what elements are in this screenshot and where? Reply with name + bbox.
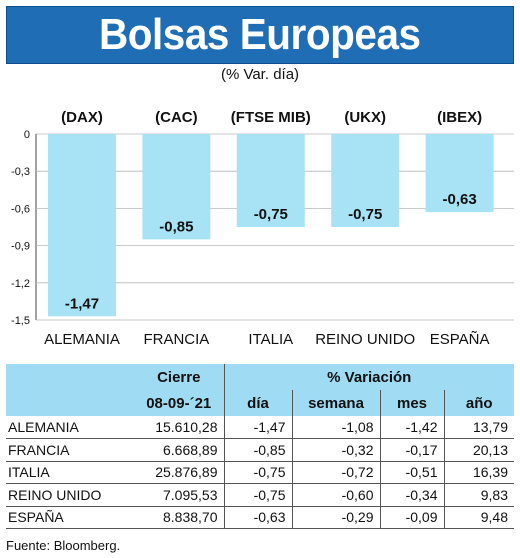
- row-ano: 20,13: [443, 438, 514, 462]
- row-dia: -0,75: [223, 483, 292, 507]
- chart-subtitle: (% Var. día): [220, 66, 300, 83]
- row-name: FRANCIA: [6, 438, 134, 462]
- row-ano: 9,48: [443, 506, 514, 529]
- bar: [236, 134, 305, 227]
- bar-value-label: -0,75: [254, 206, 288, 223]
- labels-layer: -1,47 (DAX) ALEMANIA -0,85 (CAC) FRANCIA -0,75…: [44, 109, 489, 348]
- index-label: (IBEX): [437, 109, 482, 126]
- row-mes: -1,42: [379, 416, 444, 439]
- row-ano: 16,39: [443, 461, 514, 484]
- row-semana: -0,29: [291, 506, 380, 529]
- row-cierre: 15.610,28: [134, 416, 224, 439]
- category-label: REINO UNIDO: [315, 331, 415, 348]
- bar-value-label: -1,47: [65, 295, 99, 312]
- bar: [142, 134, 211, 240]
- y-tick-label: -0,9: [11, 241, 30, 253]
- header-ano: año: [443, 390, 514, 416]
- row-dia: -1,47: [223, 416, 292, 439]
- category-label: ALEMANIA: [44, 331, 120, 348]
- row-name: ALEMANIA: [6, 416, 134, 439]
- table-corner: [6, 364, 134, 390]
- bar: [425, 134, 494, 213]
- data-table: Cierre % Variación 08-09-´21 día semana …: [6, 364, 514, 529]
- row-semana: -0,32: [291, 438, 380, 462]
- row-ano: 13,79: [443, 416, 514, 439]
- y-tick-label: -1,5: [11, 315, 30, 327]
- row-dia: -0,75: [223, 461, 292, 484]
- row-semana: -0,60: [291, 483, 380, 507]
- table-row: REINO UNIDO 7.095,53 -0,75 -0,60 -0,34 9…: [6, 483, 514, 507]
- row-dia: -0,63: [223, 506, 292, 529]
- row-name: ESPAÑA: [6, 506, 134, 529]
- header-mes: mes: [379, 390, 444, 416]
- row-ano: 9,83: [443, 483, 514, 507]
- row-cierre: 25.876,89: [134, 461, 224, 484]
- row-mes: -0,34: [379, 483, 444, 507]
- table-row: ITALIA 25.876,89 -0,75 -0,72 -0,51 16,39: [6, 461, 514, 484]
- category-label: ITALIA: [248, 331, 293, 348]
- bar-chart: 0 -0,3 -0,6 -0,9 -1,2 -1,5 -1,47 (DAX) ALEMANIA…: [11, 109, 514, 348]
- row-semana: -0,72: [291, 461, 380, 484]
- source-note: Fuente: Bloomberg.: [6, 538, 121, 553]
- index-label: (FTSE MIB): [231, 109, 311, 126]
- category-label: ESPAÑA: [430, 331, 490, 348]
- header-date: 08-09-´21: [134, 390, 224, 416]
- row-cierre: 8.838,70: [134, 506, 224, 529]
- bar: [331, 134, 400, 227]
- row-name: REINO UNIDO: [6, 483, 134, 507]
- index-label: (UKX): [344, 109, 386, 126]
- row-cierre: 7.095,53: [134, 483, 224, 507]
- page-title: Bolsas Europeas: [99, 10, 421, 59]
- table-row: FRANCIA 6.668,89 -0,85 -0,32 -0,17 20,13: [6, 438, 514, 462]
- row-mes: -0,17: [379, 438, 444, 462]
- title-banner: Bolsas Europeas: [6, 6, 514, 64]
- table-row: ALEMANIA 15.610,28 -1,47 -1,08 -1,42 13,…: [6, 416, 514, 439]
- row-semana: -1,08: [291, 416, 380, 439]
- header-semana: semana: [291, 390, 380, 416]
- table-row: ESPAÑA 8.838,70 -0,63 -0,29 -0,09 9,48: [6, 506, 514, 529]
- bar: [48, 134, 116, 317]
- header-cierre: Cierre: [134, 364, 224, 390]
- row-mes: -0,51: [379, 461, 444, 484]
- y-tick-label: -0,3: [11, 166, 30, 178]
- header-dia: día: [223, 390, 292, 416]
- y-tick-label: -1,2: [11, 278, 30, 290]
- header-variacion: % Variación: [223, 364, 514, 390]
- bars-layer: [48, 134, 494, 317]
- bar-value-label: -0,63: [442, 191, 476, 208]
- category-label: FRANCIA: [143, 331, 209, 348]
- y-tick-label: -0,6: [11, 203, 30, 215]
- row-name: ITALIA: [6, 461, 134, 484]
- index-label: (CAC): [155, 109, 198, 126]
- y-tick-label: 0: [24, 129, 30, 141]
- table-corner-2: [6, 390, 134, 416]
- bar-value-label: -0,85: [159, 218, 193, 235]
- index-label: (DAX): [61, 109, 103, 126]
- row-dia: -0,85: [223, 438, 292, 462]
- bar-value-label: -0,75: [348, 206, 382, 223]
- row-cierre: 6.668,89: [134, 438, 224, 462]
- row-mes: -0,09: [379, 506, 444, 529]
